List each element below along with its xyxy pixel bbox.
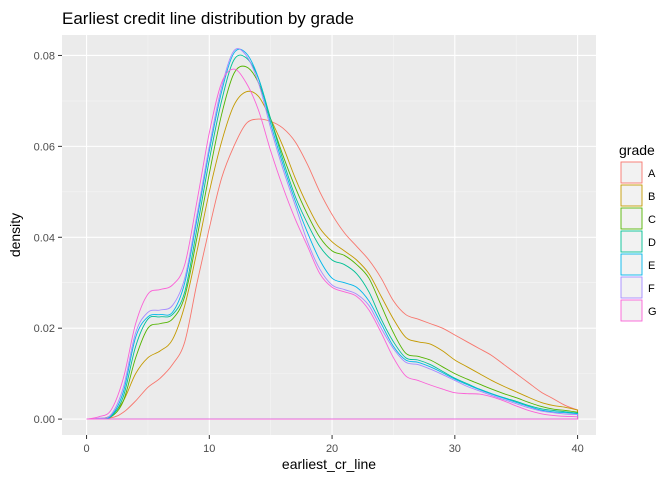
x-tick-label: 20 [326, 443, 338, 455]
legend-label-c: C [648, 214, 656, 226]
y-tick-label: 0.04 [34, 232, 55, 244]
legend-key-b [620, 184, 643, 207]
legend-title: grade [619, 142, 655, 158]
y-tick-label: 0.00 [34, 414, 55, 426]
density-line-c [86, 65, 579, 420]
x-tick-label: 10 [203, 443, 215, 455]
legend-key-d [620, 230, 643, 253]
density-line-g [86, 68, 579, 420]
chart-title: Earliest credit line distribution by gra… [62, 9, 354, 28]
legend-key-a [620, 161, 643, 184]
y-axis: 0.00 0.02 0.04 0.06 0.08 [34, 50, 62, 426]
y-tick-label: 0.08 [34, 50, 55, 62]
legend-label-f: F [648, 283, 655, 295]
legend-label-b: B [648, 191, 655, 203]
legend-label-g: G [648, 306, 657, 318]
legend-key-f [620, 276, 643, 299]
x-tick-label: 30 [449, 443, 461, 455]
y-tick-label: 0.06 [34, 141, 55, 153]
y-tick-label: 0.02 [34, 323, 55, 335]
legend-key-g [620, 299, 643, 322]
density-line-e [86, 48, 579, 420]
legend-label-d: D [648, 237, 656, 249]
y-axis-title: density [7, 213, 23, 257]
legend-key-e [620, 253, 643, 276]
density-lines [86, 48, 579, 420]
x-tick-label: 0 [83, 443, 89, 455]
legend-key-c [620, 207, 643, 230]
density-line-f [86, 48, 579, 420]
legend-label-a: A [648, 168, 656, 180]
x-tick-label: 40 [571, 443, 583, 455]
x-axis-title: earliest_cr_line [282, 456, 376, 472]
legend-label-e: E [648, 260, 655, 272]
density-line-b [86, 90, 579, 420]
density-line-a [86, 118, 579, 420]
plot-panel [62, 35, 596, 435]
x-axis: 0 10 20 30 40 [83, 435, 584, 455]
